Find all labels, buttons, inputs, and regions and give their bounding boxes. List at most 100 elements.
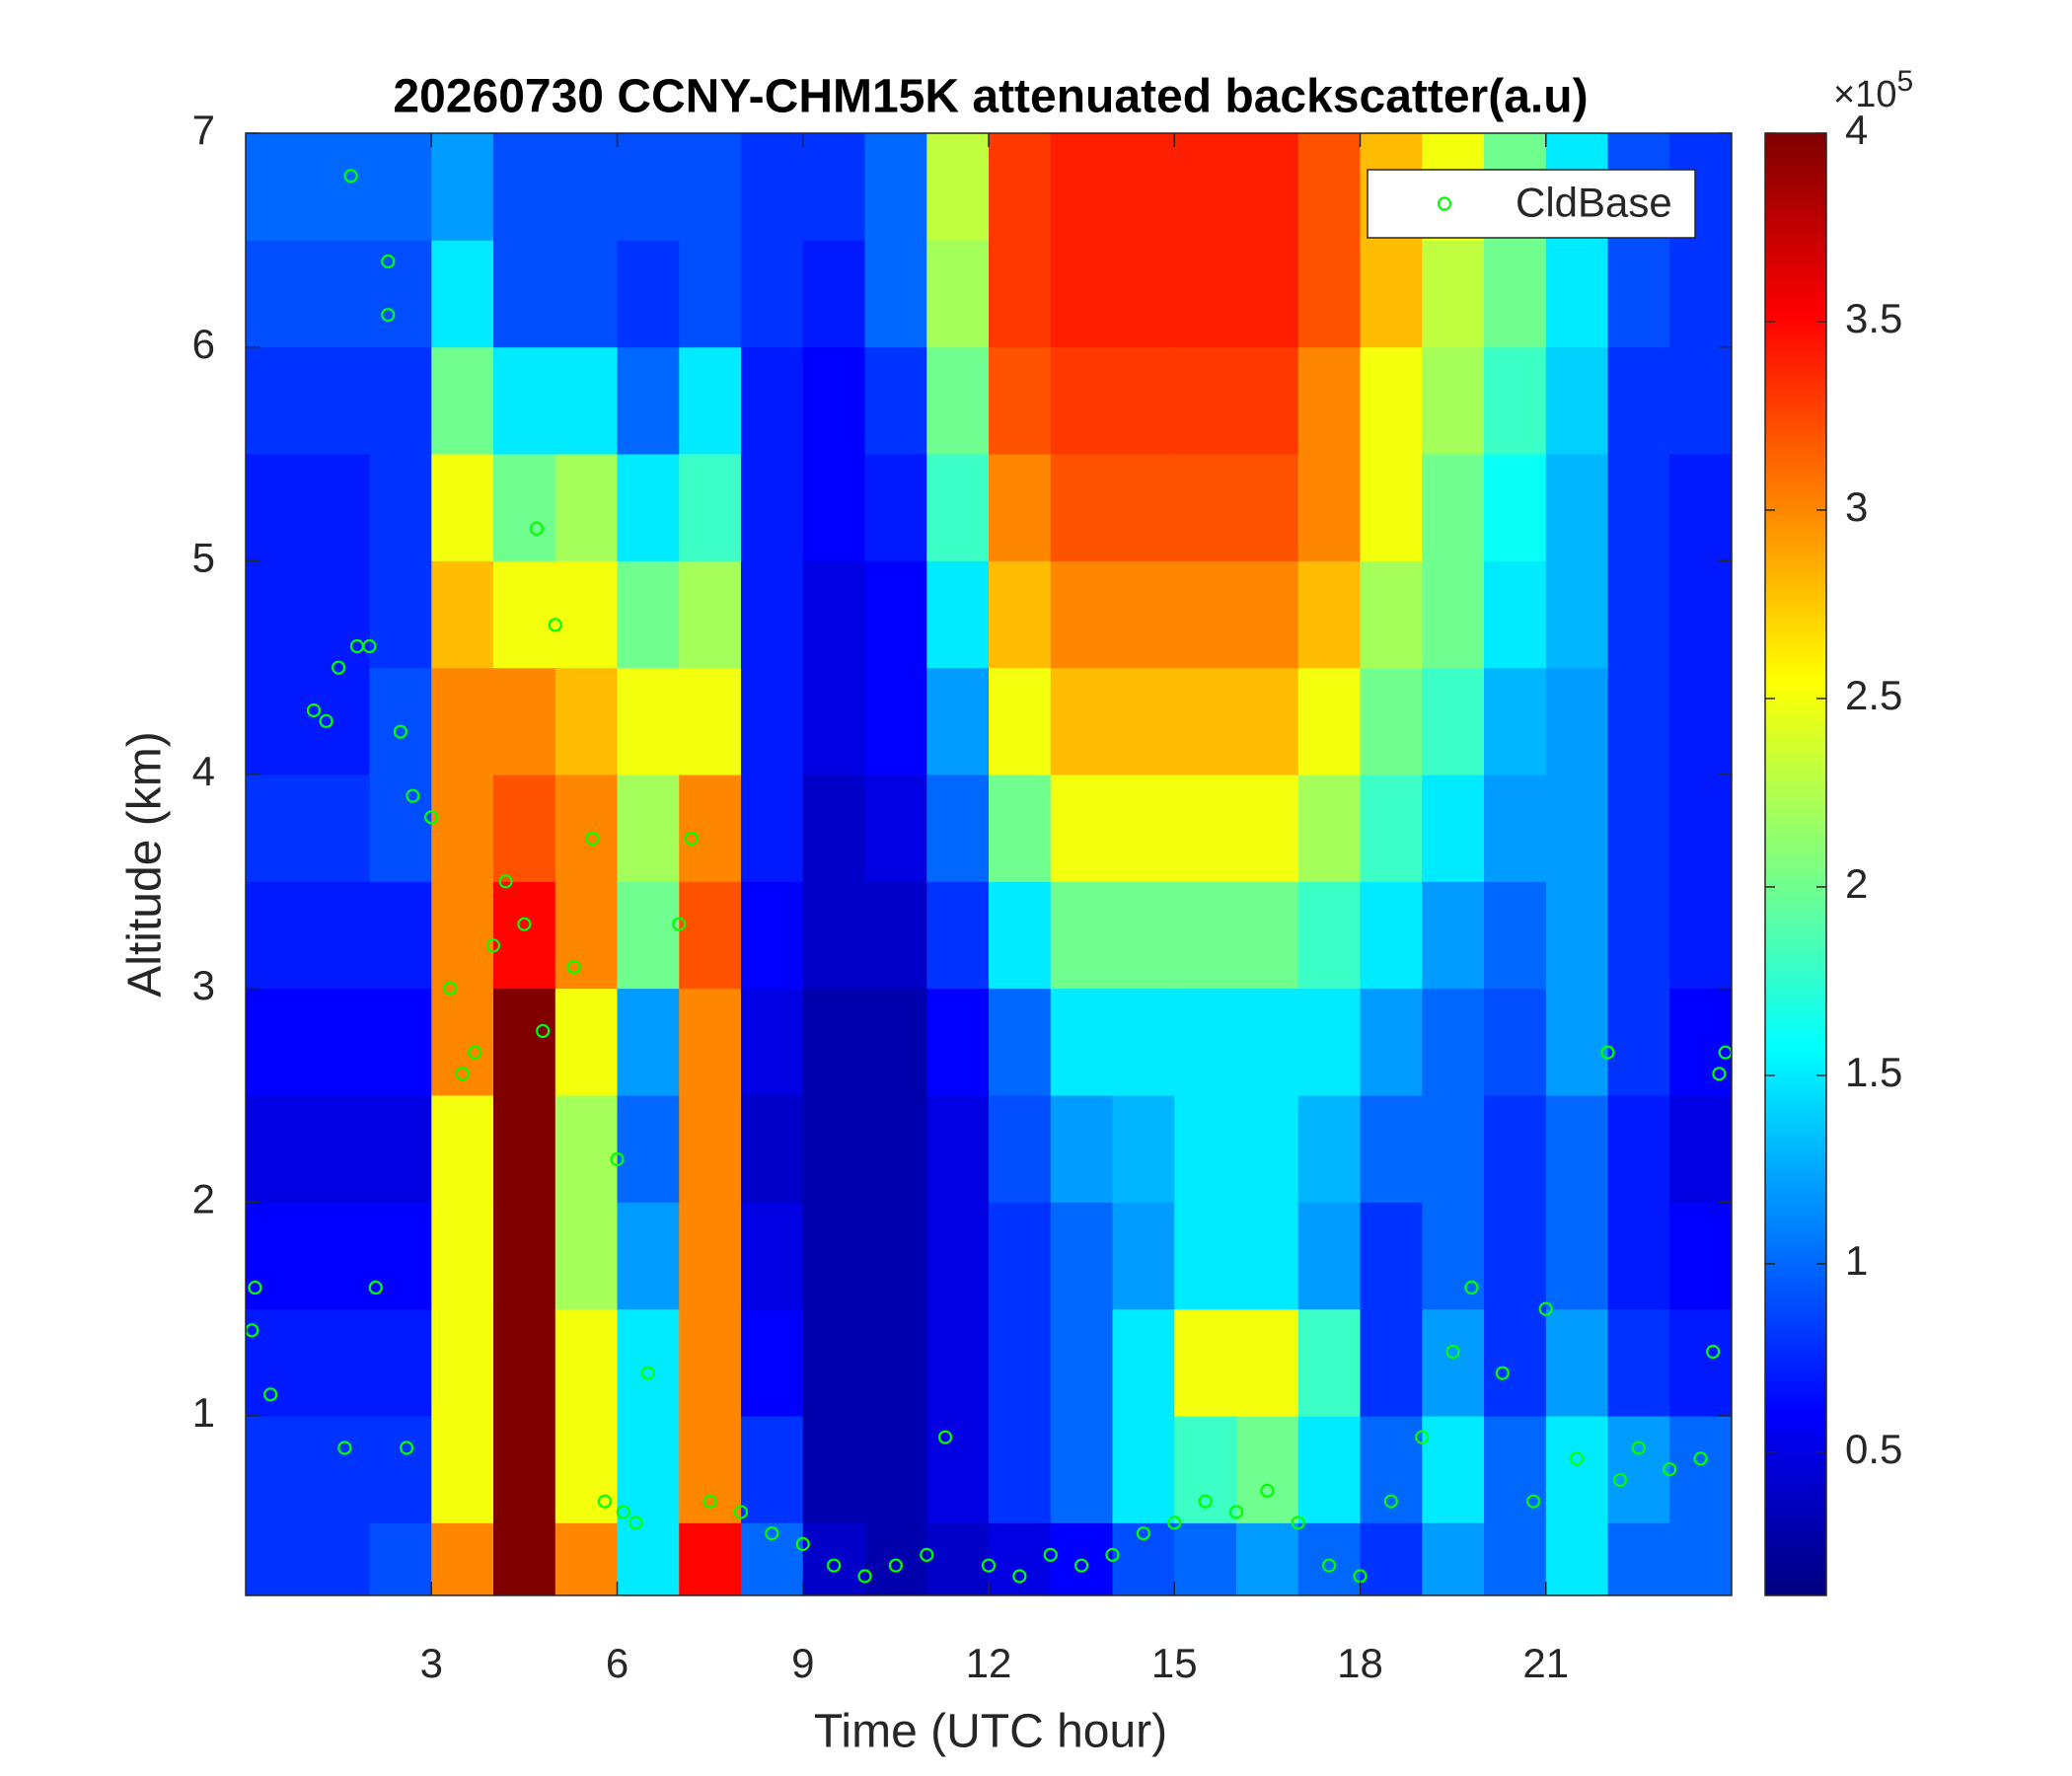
heatmap-cell xyxy=(989,346,1052,455)
heatmap-cell xyxy=(864,240,927,348)
heatmap-cell xyxy=(369,454,432,561)
cloud-base-marker xyxy=(585,831,600,847)
cloud-base-marker xyxy=(937,1430,953,1444)
heatmap-cell xyxy=(493,1416,556,1523)
heatmap-cell xyxy=(1174,560,1237,669)
cloud-base-marker xyxy=(381,308,396,323)
heatmap-cell xyxy=(1360,560,1423,669)
heatmap-cell xyxy=(989,240,1052,348)
heatmap-cell xyxy=(1174,133,1237,241)
heatmap-cell xyxy=(864,133,927,241)
heatmap-cell xyxy=(1236,560,1299,669)
heatmap-cell xyxy=(369,775,432,882)
heatmap-cell xyxy=(555,881,618,990)
heatmap-cell xyxy=(246,240,309,348)
heatmap-cell xyxy=(926,1308,990,1417)
heatmap-cell xyxy=(679,346,742,455)
colorbar-multiplier: ×105 xyxy=(1833,65,1913,115)
heatmap-cell xyxy=(431,133,494,241)
heatmap-cell xyxy=(1174,240,1237,348)
heatmap-cell xyxy=(431,1522,494,1596)
heatmap-cell xyxy=(1174,1202,1237,1310)
heatmap-cell xyxy=(926,1522,990,1596)
heatmap-cell xyxy=(864,560,927,669)
heatmap-cell xyxy=(431,1416,494,1523)
x-tick-label: 9 xyxy=(791,1640,814,1686)
heatmap-cell xyxy=(1607,881,1670,990)
heatmap-cell xyxy=(1236,1308,1299,1417)
heatmap-cell xyxy=(802,667,865,776)
heatmap-cell xyxy=(617,560,680,669)
heatmap-cell xyxy=(1545,881,1608,990)
heatmap-cell xyxy=(1484,240,1547,348)
heatmap-cell xyxy=(1112,988,1175,1096)
heatmap-cell xyxy=(1607,454,1670,561)
heatmap-cell xyxy=(617,881,680,990)
heatmap-cell xyxy=(802,775,865,882)
heatmap-cell xyxy=(1484,775,1547,882)
colorbar-multiplier-base: ×10 xyxy=(1833,74,1896,115)
cloud-base-marker xyxy=(306,703,322,718)
heatmap-cell xyxy=(1422,667,1485,776)
cloud-base-marker xyxy=(1631,1441,1646,1455)
heatmap-cell xyxy=(493,775,556,882)
cloud-base-marker xyxy=(1570,1451,1585,1466)
heatmap-cell xyxy=(493,560,556,669)
cloud-base-marker xyxy=(616,1505,630,1519)
y-tick-label: 2 xyxy=(192,1175,215,1221)
heatmap-cell xyxy=(1174,1095,1237,1203)
cloud-base-marker xyxy=(629,1516,643,1530)
heatmap-cell xyxy=(1050,133,1113,241)
heatmap-cell xyxy=(369,988,432,1096)
heatmap-cell xyxy=(246,1202,309,1310)
heatmap-cell xyxy=(1545,1202,1608,1310)
heatmap-cell xyxy=(1174,454,1237,561)
cloud-base-marker xyxy=(1136,1526,1150,1541)
heatmap-cell xyxy=(989,1522,1052,1596)
heatmap-cell xyxy=(1669,454,1733,561)
heatmap-cell xyxy=(1050,1416,1113,1523)
heatmap-cell xyxy=(555,240,618,348)
heatmap-cell xyxy=(1669,1095,1733,1203)
heatmap-cell xyxy=(1669,1202,1733,1310)
heatmap-cell xyxy=(431,240,494,348)
heatmap-cell xyxy=(1174,881,1237,990)
heatmap-cell xyxy=(1422,881,1485,990)
heatmap-cell xyxy=(679,881,742,990)
heatmap-cell xyxy=(926,1202,990,1310)
heatmap-cell xyxy=(926,346,990,455)
heatmap-cell xyxy=(741,346,804,455)
x-tick-label: 21 xyxy=(1522,1640,1569,1686)
heatmap-cell xyxy=(1545,560,1608,669)
heatmap-cell xyxy=(1112,667,1175,776)
heatmap-cell xyxy=(1236,667,1299,776)
cloud-base-marker xyxy=(1612,1472,1628,1488)
heatmap-cell xyxy=(741,1202,804,1310)
cloud-base-marker xyxy=(1464,1280,1479,1295)
heatmap-cell xyxy=(493,667,556,776)
y-tick-label: 6 xyxy=(192,321,215,367)
heatmap-cell xyxy=(864,667,927,776)
heatmap-cell xyxy=(1669,667,1733,776)
cloud-base-marker xyxy=(1260,1483,1275,1498)
heatmap-cell xyxy=(679,1416,742,1523)
cloud-base-marker xyxy=(684,831,699,847)
heatmap-cell xyxy=(1112,346,1175,455)
cloud-base-marker xyxy=(332,660,346,675)
heatmap-cell xyxy=(741,988,804,1096)
colorbar-tick-label: 3 xyxy=(1845,483,1868,530)
cloud-base-marker xyxy=(517,917,532,931)
heatmap-cell xyxy=(741,454,804,561)
heatmap-cell xyxy=(989,667,1052,776)
heatmap-cell xyxy=(1112,240,1175,348)
heatmap-cell xyxy=(555,988,618,1096)
heatmap-cell xyxy=(1050,1308,1113,1417)
heatmap-cell xyxy=(1297,454,1361,561)
heatmap-cell xyxy=(926,988,990,1096)
heatmap-cell xyxy=(926,454,990,561)
heatmap-cell xyxy=(307,988,370,1096)
cloud-base-marker xyxy=(1043,1547,1058,1562)
heatmap-cell xyxy=(1360,667,1423,776)
heatmap-cell xyxy=(431,775,494,882)
heatmap-cell xyxy=(741,1095,804,1203)
